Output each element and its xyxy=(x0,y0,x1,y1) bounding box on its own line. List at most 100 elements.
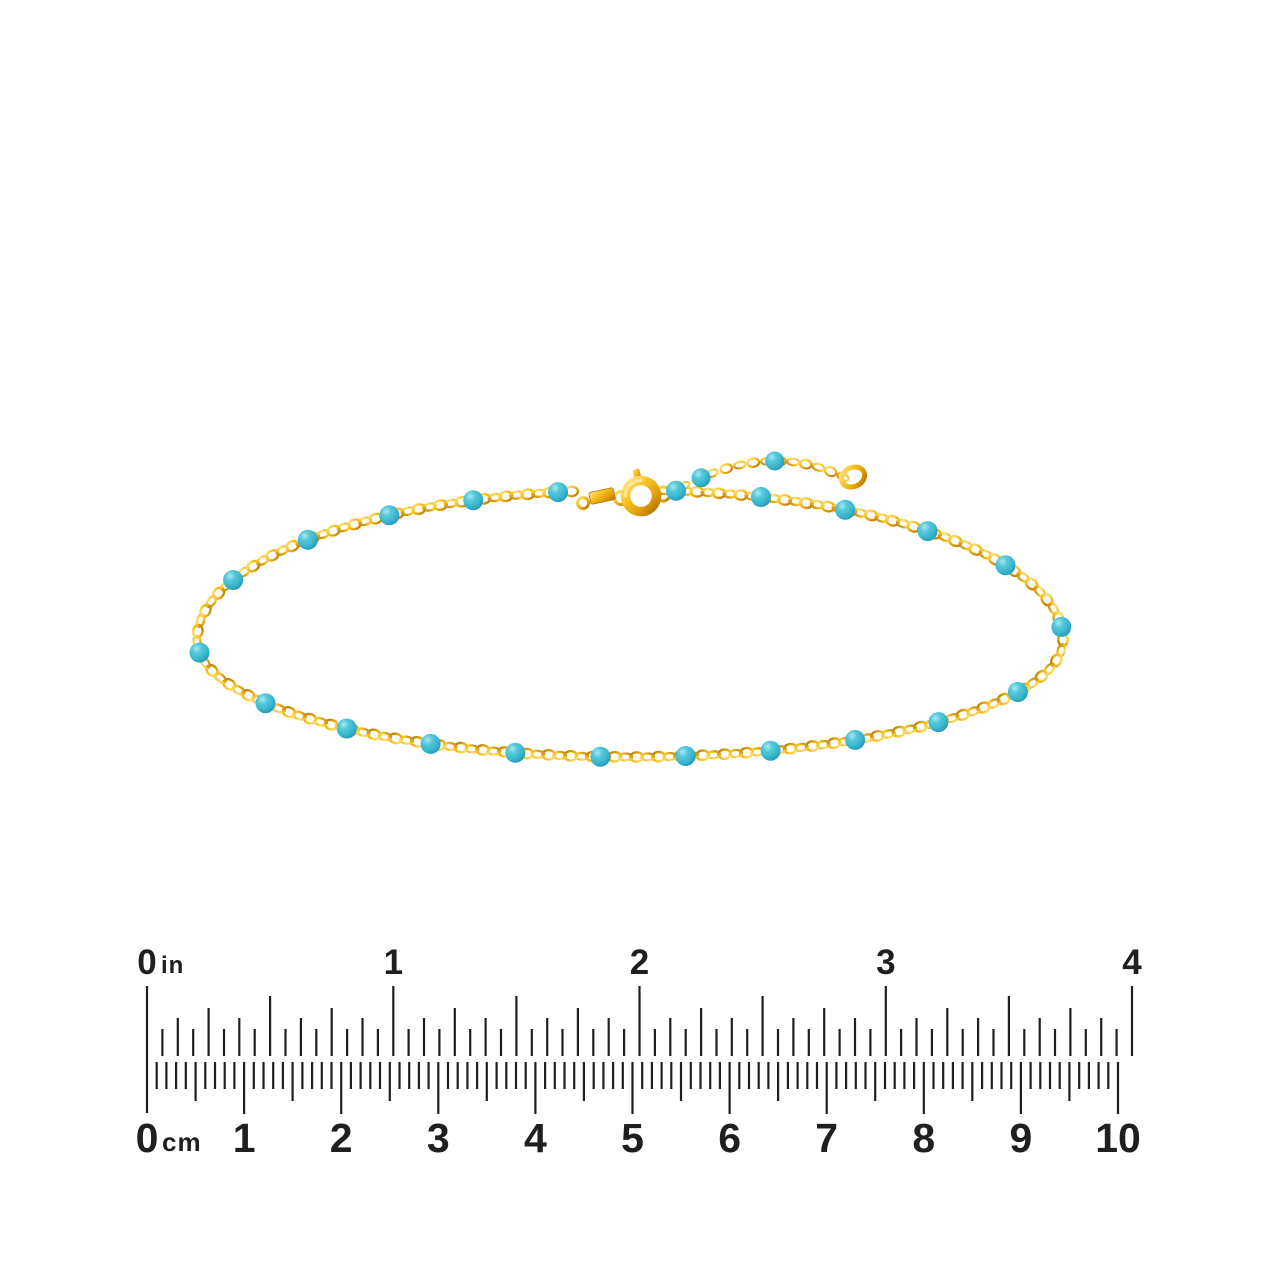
turquoise-bead xyxy=(995,555,1016,576)
chain-link xyxy=(788,496,803,507)
turquoise-bead xyxy=(1051,616,1072,637)
inch-number: 2 xyxy=(630,943,649,982)
extender-link xyxy=(733,460,747,470)
turquoise-bead xyxy=(666,480,686,501)
chain-link xyxy=(199,603,212,618)
chain-link xyxy=(498,490,514,503)
turquoise-bead xyxy=(255,693,276,714)
chain-link xyxy=(777,493,793,506)
chain-link xyxy=(722,489,738,499)
inch-number: 4 xyxy=(1122,943,1142,982)
chain-link xyxy=(826,737,842,750)
chain-link xyxy=(815,740,831,750)
chain-link xyxy=(241,689,256,702)
chain-link xyxy=(213,671,227,684)
turquoise-bead xyxy=(590,746,611,767)
chain-link xyxy=(651,750,667,763)
chain-link xyxy=(1040,592,1054,607)
turquoise-bead xyxy=(336,718,357,739)
chain-link xyxy=(913,720,928,733)
chain-link xyxy=(313,716,328,727)
chain-link xyxy=(400,506,416,516)
chain-link xyxy=(285,539,300,553)
turquoise-bead xyxy=(691,468,711,488)
chain-link xyxy=(1043,662,1056,676)
turquoise-bead xyxy=(223,570,244,590)
chain-link xyxy=(222,677,237,691)
chain-link xyxy=(958,540,973,551)
chain-link xyxy=(464,744,480,754)
cm-zero-number: 0 xyxy=(136,1115,159,1161)
chain-link xyxy=(366,728,382,741)
chain-link xyxy=(870,730,885,742)
chain-link xyxy=(1034,669,1049,684)
anklet-bracelet xyxy=(189,451,1072,767)
turquoise-bead xyxy=(675,746,696,766)
chain-link xyxy=(733,489,749,501)
chain-link xyxy=(255,555,270,567)
chain-link xyxy=(978,548,993,560)
turquoise-bead xyxy=(917,521,938,542)
inch-number: 1 xyxy=(384,943,403,982)
cm-unit-label: cm xyxy=(162,1127,202,1157)
cm-number: 5 xyxy=(621,1115,644,1161)
chain-link xyxy=(895,518,911,529)
chain-link xyxy=(211,586,226,600)
extender-link xyxy=(823,466,838,478)
clasp-tag-bar xyxy=(588,487,616,505)
turquoise-bead xyxy=(463,490,484,511)
inch-number: 3 xyxy=(876,943,895,982)
chain-link xyxy=(618,752,634,762)
chain-link xyxy=(205,594,218,609)
chain-link xyxy=(891,725,907,738)
chain-link xyxy=(530,749,546,759)
chain-link xyxy=(265,549,280,562)
chain-link xyxy=(902,724,918,735)
extender-end-ring xyxy=(838,464,868,490)
turquoise-bead xyxy=(765,451,785,471)
chain-link xyxy=(629,751,645,763)
chain-link xyxy=(453,741,469,754)
chain-link xyxy=(885,514,900,527)
cm-scale: 0 cm 1 2 3 4 5 6 7 8 9 10 xyxy=(136,1062,1141,1161)
chain-link xyxy=(443,498,459,509)
chain-link xyxy=(1024,577,1039,591)
turquoise-bead xyxy=(835,499,856,520)
chain-link xyxy=(695,749,711,762)
cm-number: 2 xyxy=(330,1115,353,1161)
cm-number: 6 xyxy=(718,1115,741,1161)
chain-link xyxy=(531,488,547,499)
extender-link xyxy=(746,457,761,468)
chain-link xyxy=(541,748,557,761)
chain-link xyxy=(955,708,971,721)
chain-link xyxy=(820,500,836,513)
turquoise-bead xyxy=(1007,682,1028,702)
chain-link xyxy=(520,488,536,501)
extender-link xyxy=(719,463,733,475)
extender-link xyxy=(798,458,813,470)
chain-link xyxy=(302,712,318,725)
chain-link xyxy=(231,684,246,696)
chain-link xyxy=(432,499,448,512)
chain-link xyxy=(552,750,568,761)
extender-link xyxy=(786,457,800,467)
chain-link xyxy=(377,731,393,742)
chain-link xyxy=(347,518,362,531)
chain-link xyxy=(1056,643,1067,658)
chain-link xyxy=(1025,677,1040,689)
chain-link xyxy=(292,710,307,721)
chain-link xyxy=(717,748,733,761)
turquoise-bead xyxy=(189,642,210,663)
cm-number: 7 xyxy=(815,1115,838,1161)
chain-link xyxy=(798,497,814,509)
turquoise-bead xyxy=(928,712,949,733)
chain-link xyxy=(700,487,716,498)
turquoise-bead xyxy=(505,742,526,763)
inch-zero-number: 0 xyxy=(137,943,156,982)
connector-ring xyxy=(576,496,590,510)
chain-link xyxy=(739,746,755,759)
chain-link xyxy=(442,741,458,752)
chain-link xyxy=(399,735,415,745)
chain-link xyxy=(326,524,341,537)
